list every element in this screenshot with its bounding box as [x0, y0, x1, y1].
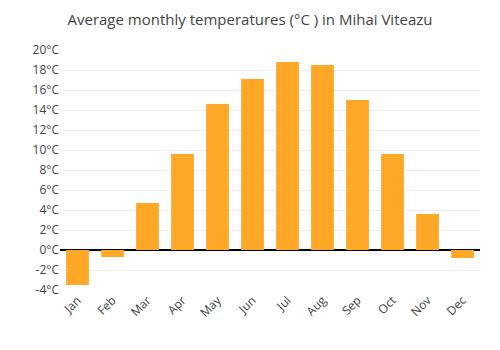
svg-text:Sep: Sep [338, 292, 365, 319]
svg-text:Oct: Oct [374, 292, 400, 318]
svg-text:20°C: 20°C [33, 41, 60, 58]
svg-text:Apr: Apr [164, 292, 190, 318]
svg-text:18°C: 18°C [33, 61, 60, 78]
svg-text:Feb: Feb [93, 292, 119, 318]
svg-text:14°C: 14°C [33, 101, 60, 118]
svg-text:Mar: Mar [127, 292, 155, 320]
svg-text:2°C: 2°C [39, 221, 59, 238]
svg-text:16°C: 16°C [33, 81, 60, 98]
svg-text:10°C: 10°C [33, 141, 60, 158]
svg-text:Nov: Nov [407, 292, 435, 320]
svg-text:6°C: 6°C [39, 181, 59, 198]
svg-text:Dec: Dec [443, 292, 470, 319]
svg-text:4°C: 4°C [39, 201, 59, 218]
svg-text:12°C: 12°C [33, 121, 60, 138]
svg-text:-4°C: -4°C [36, 281, 60, 298]
svg-text:Jun: Jun [234, 292, 259, 317]
svg-text:8°C: 8°C [39, 161, 59, 178]
svg-text:May: May [196, 291, 225, 320]
svg-text:Jul: Jul [272, 292, 294, 314]
svg-text:0°C: 0°C [39, 241, 59, 258]
svg-text:Aug: Aug [302, 292, 330, 320]
svg-text:-2°C: -2°C [36, 261, 60, 278]
svg-text:Average monthly temperatures (: Average monthly temperatures (°C ) in Mi… [67, 9, 432, 29]
svg-text:Jan: Jan [60, 292, 85, 317]
